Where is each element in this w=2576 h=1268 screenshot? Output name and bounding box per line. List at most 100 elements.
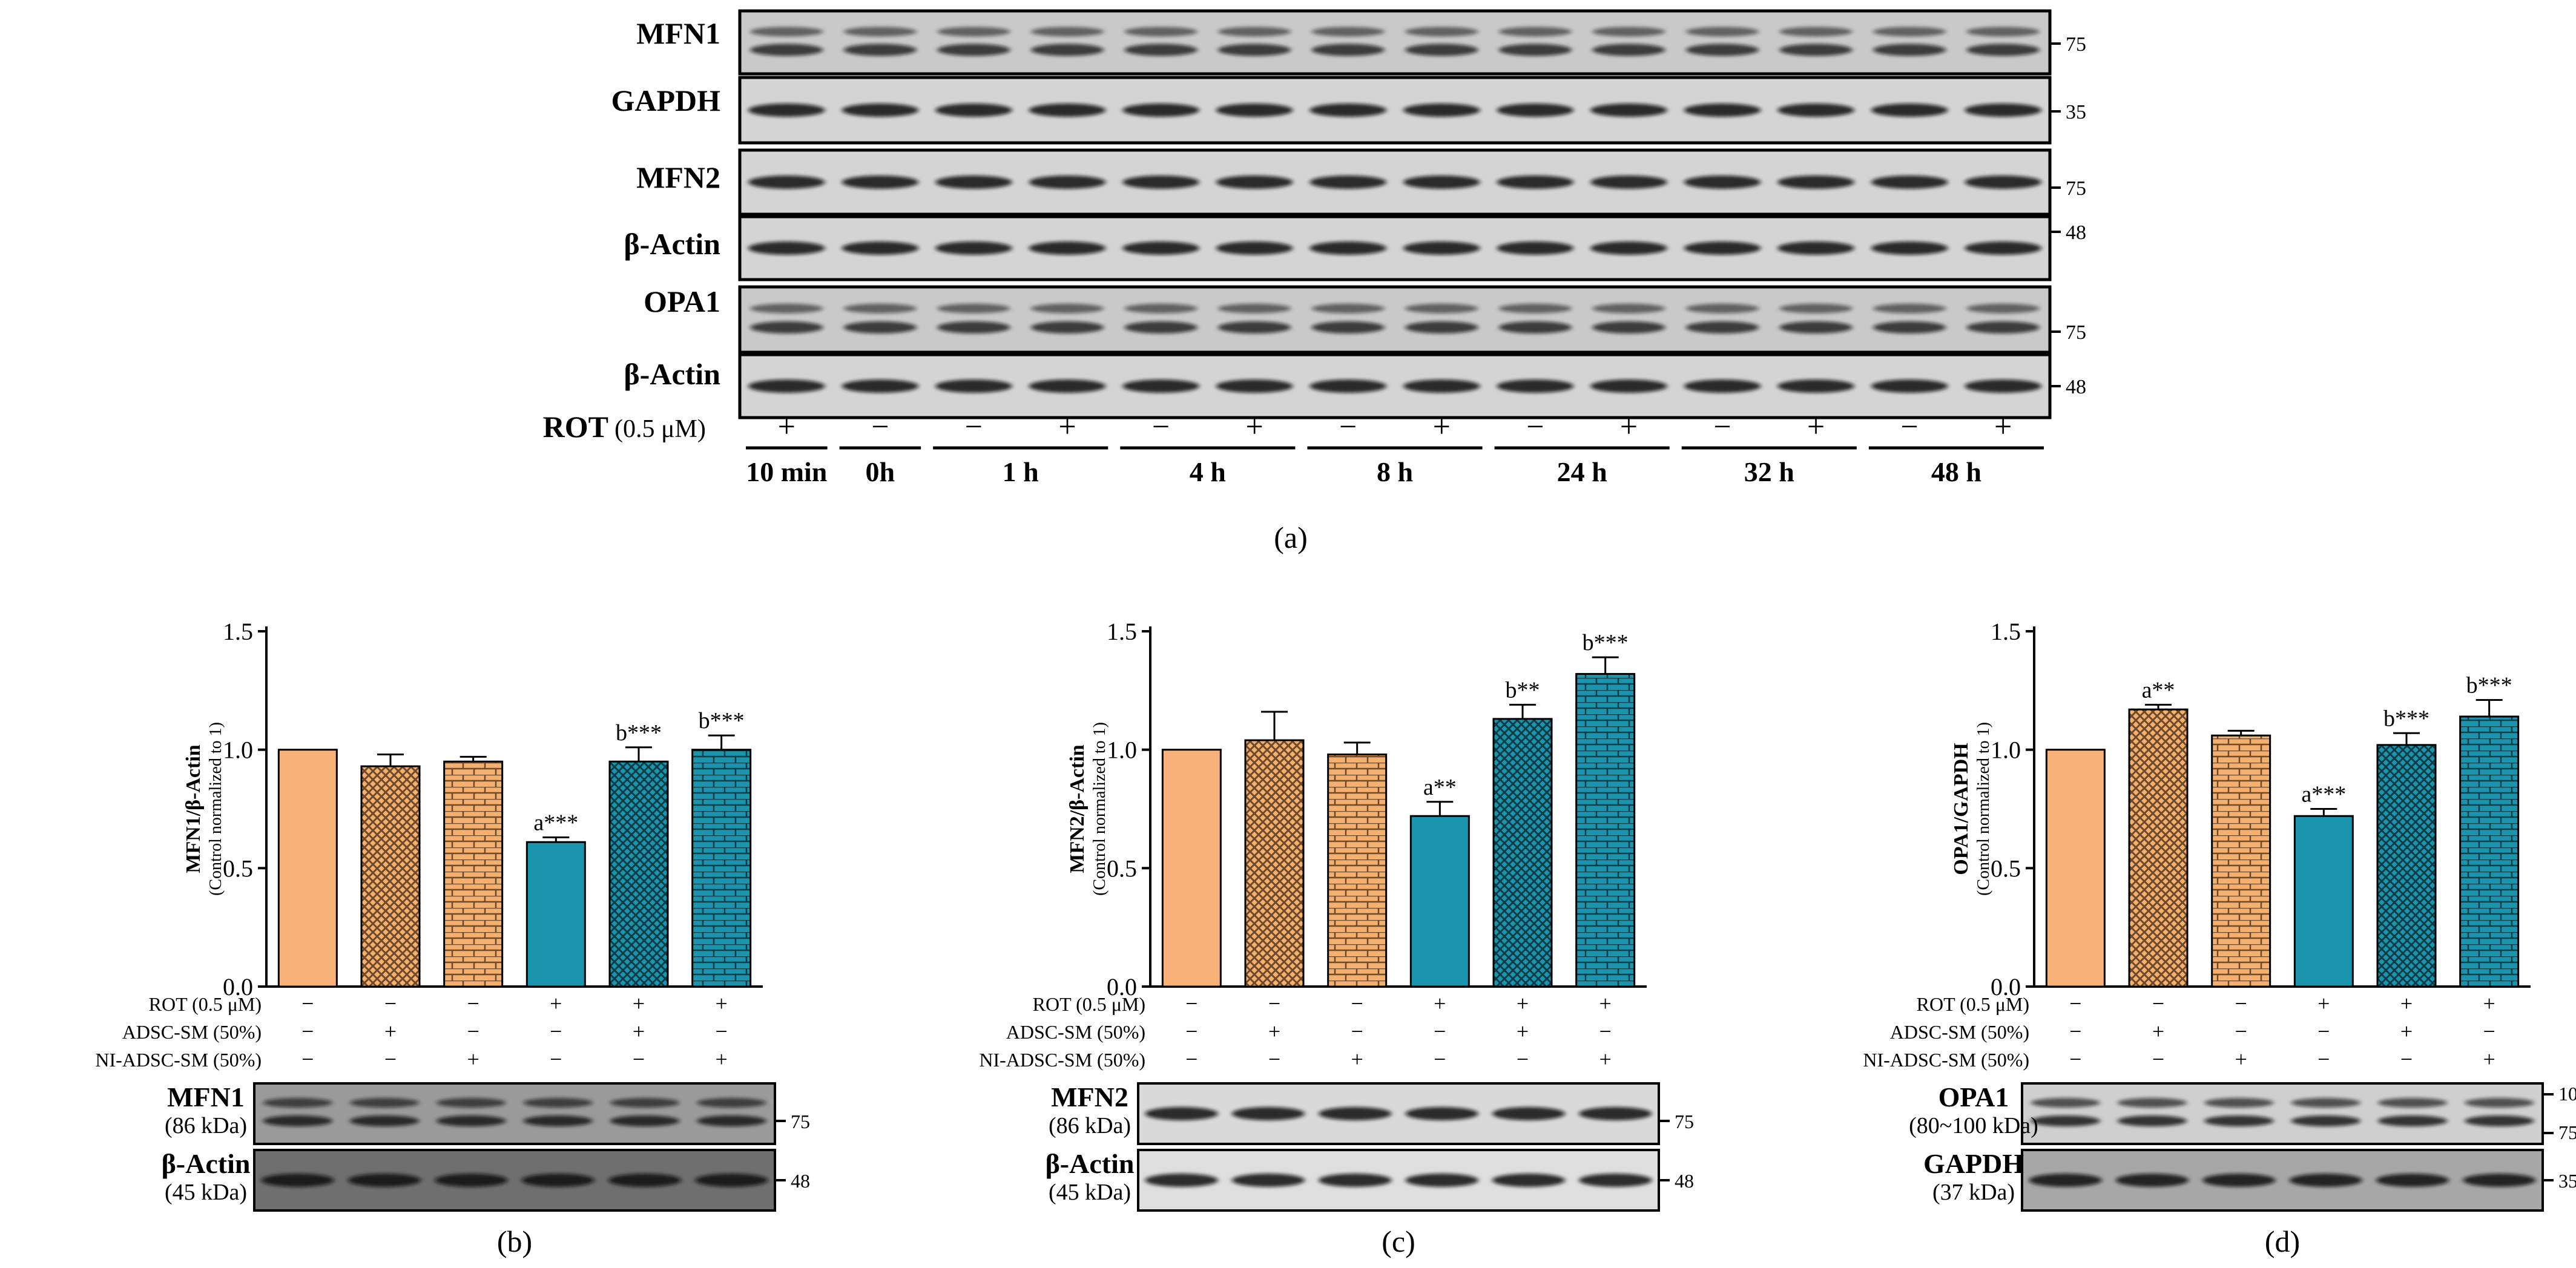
blot-band <box>521 1174 595 1187</box>
blot-name: β-Actin <box>1046 1148 1135 1179</box>
condition-sign: + <box>550 991 562 1016</box>
blot-band <box>1966 27 2040 37</box>
blot-band <box>261 1174 334 1187</box>
blot-band <box>1231 1174 1305 1187</box>
condition-sign: − <box>301 1019 314 1043</box>
blot-band <box>1145 1107 1218 1120</box>
blot-band <box>2202 1174 2276 1187</box>
y-tick-label: 0.5 <box>223 855 253 882</box>
condition-sign: − <box>550 1047 562 1071</box>
blot-band <box>1216 103 1293 117</box>
bar <box>1327 753 1388 988</box>
marker-label: 35 <box>2558 1170 2576 1192</box>
blot-band <box>2117 1115 2187 1126</box>
blot-band <box>1216 176 1293 189</box>
blot-band <box>1492 1107 1566 1120</box>
blot-band <box>2465 1115 2534 1126</box>
blot-band <box>2377 1098 2448 1108</box>
blot-frame <box>2021 1149 2544 1212</box>
blot-band <box>1777 241 1854 255</box>
blot-band <box>1497 103 1574 117</box>
marker-label: 100 <box>2558 1083 2576 1105</box>
bar <box>1575 672 1636 988</box>
condition-sign: + <box>1517 1019 1529 1043</box>
condition-sign: + <box>467 1047 479 1071</box>
blot-band <box>2031 1115 2101 1126</box>
blot-band <box>1498 44 1572 56</box>
blot-label: MFN2 <box>636 160 720 194</box>
condition-sign: − <box>1517 1047 1529 1071</box>
blot-label: β-Actin <box>624 227 720 261</box>
blot-band <box>1965 103 2042 117</box>
blot-band <box>1030 44 1104 56</box>
rot-sign: + <box>1807 410 1825 444</box>
blot-band <box>1684 103 1761 117</box>
time-label: 32 h <box>1744 456 1794 487</box>
rot-sign: − <box>871 410 889 444</box>
blot-band <box>1498 27 1572 37</box>
blot-band <box>697 1098 766 1108</box>
condition-sign: − <box>2400 1047 2413 1071</box>
condition-sign: + <box>2400 991 2413 1016</box>
condition-label: ROT (0.5 μM) <box>149 993 262 1015</box>
blot-band <box>1124 321 1197 333</box>
condition-sign: + <box>2235 1047 2247 1071</box>
condition-label: ADSC-SM (50%) <box>122 1021 262 1043</box>
blot-band <box>349 1098 420 1108</box>
rot-sign: + <box>1245 410 1263 444</box>
blot-band <box>263 1098 332 1108</box>
blot-0: MFN1(86 kDa) 75 <box>165 1082 810 1145</box>
panel-label: (d) <box>2265 1224 2300 1258</box>
bar <box>443 760 504 988</box>
blot-band <box>608 1174 682 1187</box>
blot-label: MFN1 <box>636 16 720 50</box>
blot-band <box>1122 241 1199 255</box>
rot-sign: − <box>1152 410 1170 444</box>
bar <box>2293 815 2354 988</box>
marker-label: 48 <box>2066 376 2086 398</box>
blot-band <box>1871 241 1948 255</box>
blot-band <box>1592 321 1665 333</box>
y-tick-label: 0.0 <box>223 973 253 1000</box>
time-label: 24 h <box>1557 456 1607 487</box>
rot-sign: + <box>778 410 796 444</box>
blot-band <box>750 27 823 37</box>
blot-band <box>2029 1174 2102 1187</box>
bar <box>277 749 338 988</box>
y-axis-sublabel: (Control normalized to 1) <box>206 722 225 896</box>
condition-sign: + <box>2483 991 2495 1016</box>
blot-band <box>1403 379 1480 393</box>
time-label: 8 h <box>1377 456 1413 487</box>
blot-band <box>1030 321 1104 333</box>
condition-label: NI-ADSC-SM (50%) <box>1863 1049 2029 1071</box>
blot-band <box>349 1115 420 1126</box>
rot-sign: − <box>965 410 983 444</box>
condition-label: ROT (0.5 μM) <box>1917 993 2029 1015</box>
bar-chart-d: 0.0 0.5 1.0 1.5 OPA1/GAPDH (Control normalize… <box>1863 618 2576 1258</box>
time-label: 10 min <box>746 456 827 487</box>
bar <box>608 760 669 988</box>
condition-sign: + <box>1268 1019 1280 1043</box>
bar <box>2211 734 2271 988</box>
blot-band <box>748 103 825 117</box>
condition-sign: + <box>2317 991 2330 1016</box>
blot-band <box>1405 1174 1478 1187</box>
rot-sign: − <box>1339 410 1357 444</box>
y-tick-label: 0.0 <box>1991 973 2021 1000</box>
condition-sign: − <box>1185 991 1197 1016</box>
blot-band <box>1590 379 1667 393</box>
blot-band <box>2291 1115 2361 1126</box>
blot-0: MFN2(86 kDa) 75 <box>1049 1082 1694 1145</box>
blot-band <box>750 303 823 314</box>
blot-band <box>1311 27 1385 37</box>
blot-band <box>1590 176 1667 189</box>
blot-band <box>937 321 1010 333</box>
blot-band <box>1122 379 1199 393</box>
blot-band <box>937 27 1010 37</box>
time-label: 1 h <box>1003 456 1039 487</box>
condition-sign: − <box>2235 1019 2247 1043</box>
blot-band <box>2465 1098 2534 1108</box>
y-tick-label: 1.5 <box>1107 618 1137 645</box>
blot-strip-2: MFN2 75 <box>636 148 2086 216</box>
blot-band <box>1405 321 1478 333</box>
